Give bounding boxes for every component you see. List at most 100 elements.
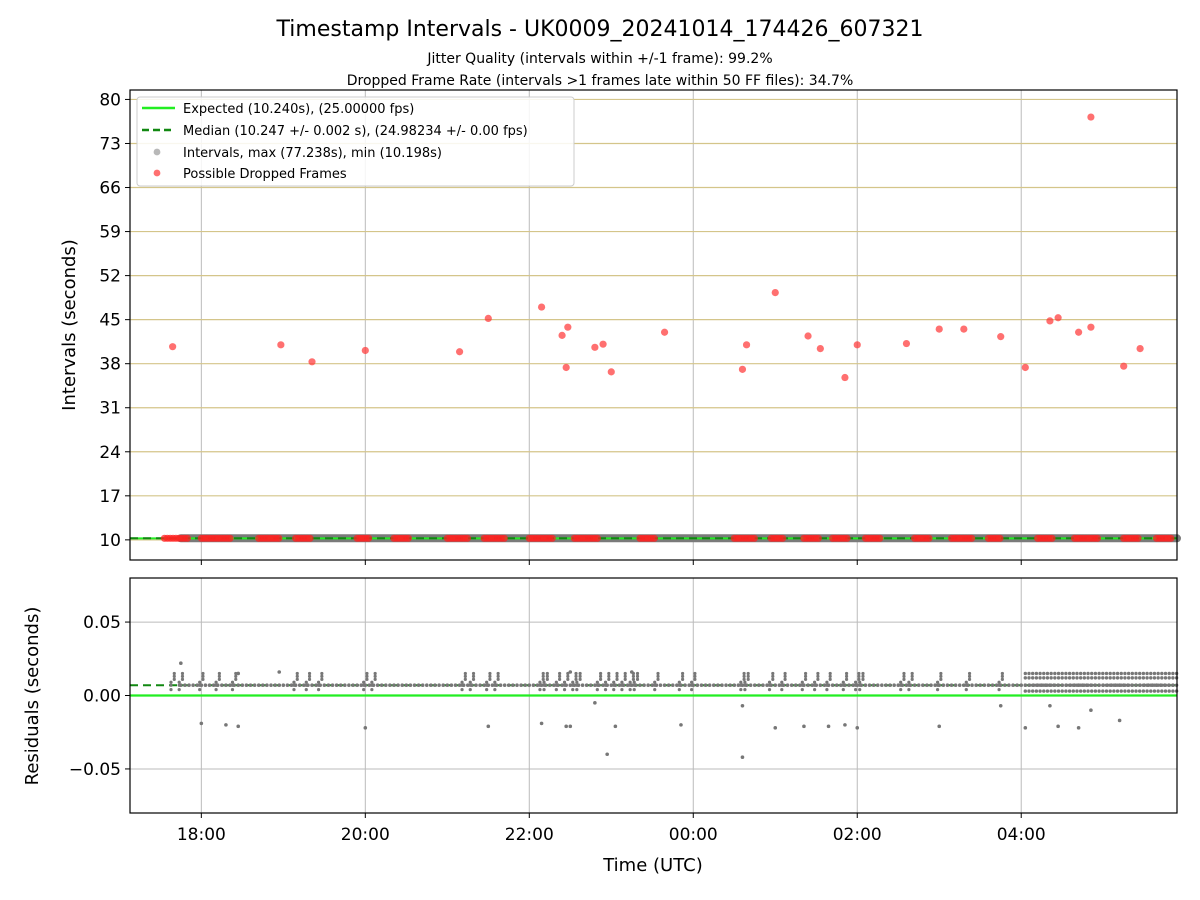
residual-point: [1078, 676, 1083, 680]
residual-point: [1108, 683, 1112, 687]
residual-point: [1056, 676, 1061, 680]
residual-point: [743, 688, 747, 692]
residual-point: [172, 674, 176, 679]
dropped-frame-point: [537, 303, 546, 311]
residual-point: [538, 688, 542, 692]
residual-point: [1034, 683, 1039, 687]
residual-point: [813, 683, 817, 687]
residual-point: [1141, 676, 1146, 680]
residual-point: [699, 683, 704, 688]
residual-point: [912, 683, 917, 688]
residual-point: [994, 683, 999, 688]
residual-point: [574, 671, 578, 676]
chart-subtitle-jitter: Jitter Quality (intervals within +/-1 fr…: [426, 51, 772, 67]
residual-point: [400, 683, 405, 688]
residual-point: [502, 683, 507, 688]
residual-point: [681, 674, 685, 679]
residual-point: [1167, 683, 1171, 687]
residual-point: [933, 683, 937, 688]
residual-point: [841, 683, 845, 687]
dropped-frame-point: [814, 534, 822, 542]
residual-point: [538, 683, 542, 687]
residual-point: [1163, 683, 1168, 687]
residual-point: [1056, 683, 1061, 687]
residual-point: [687, 683, 691, 688]
residual-point: [1086, 689, 1090, 693]
residual-point: [373, 674, 377, 679]
residual-point: [201, 677, 205, 681]
residual-point: [1060, 671, 1064, 676]
residual-point: [1027, 683, 1031, 687]
residual-point: [857, 671, 861, 676]
residual-point: [1101, 683, 1105, 687]
residual-point: [800, 680, 804, 684]
residual-point: [180, 671, 185, 676]
residual-point: [575, 680, 579, 684]
residual-point: [468, 683, 472, 687]
residual-point: [214, 683, 218, 687]
residual-point: [307, 671, 312, 676]
residual-point: [575, 688, 579, 692]
residual-point: [297, 683, 302, 688]
residual-outlier-point: [773, 726, 778, 730]
residual-point: [1163, 671, 1168, 676]
residual-point: [1145, 676, 1149, 680]
residual-point: [935, 683, 940, 687]
residual-point: [201, 674, 205, 679]
residual-point: [365, 674, 369, 679]
residual-point: [612, 688, 616, 692]
residual-point: [228, 683, 232, 688]
residual-point: [990, 683, 995, 688]
residual-point: [813, 680, 817, 684]
residual-point: [468, 688, 472, 692]
residual-point: [292, 680, 296, 684]
residual-point: [964, 680, 968, 684]
residual-point: [653, 688, 657, 692]
residual-point: [871, 683, 876, 688]
residual-point: [945, 683, 950, 688]
legend: Expected (10.240s), (25.00000 fps) Media…: [136, 96, 575, 187]
residual-point: [1086, 676, 1090, 680]
residual-point: [810, 683, 814, 688]
residual-point: [177, 680, 181, 684]
residual-point: [962, 683, 966, 688]
residual-point: [904, 683, 909, 688]
residual-point: [724, 683, 728, 688]
residual-point: [1145, 671, 1149, 676]
residual-point: [1049, 689, 1053, 693]
residual-point: [277, 683, 282, 688]
residual-point: [574, 677, 578, 681]
residual-point: [471, 671, 476, 676]
residual-outlier-point: [179, 661, 183, 665]
residual-point: [1171, 671, 1175, 676]
residual-point: [281, 683, 286, 688]
residual-point: [1034, 671, 1039, 676]
residual-point: [203, 683, 208, 688]
residual-point: [771, 671, 775, 676]
residual-point: [825, 683, 829, 687]
residual-point: [1119, 671, 1123, 676]
residual-point: [1045, 671, 1050, 676]
residual-point: [488, 677, 492, 681]
residual-point: [1134, 683, 1138, 687]
residual-point: [234, 671, 238, 676]
residual-point: [1145, 689, 1149, 693]
bottom-xtick-label: 18:00: [177, 825, 226, 845]
residual-point: [302, 683, 306, 688]
residual-point: [941, 683, 946, 688]
residual-point: [816, 674, 820, 679]
residual-point: [1160, 671, 1164, 676]
residual-point: [326, 683, 331, 688]
residual-point: [939, 674, 943, 679]
residual-point: [683, 683, 687, 688]
residual-point: [854, 688, 858, 692]
residual-point: [1053, 671, 1057, 676]
top-ytick-label: 31: [99, 399, 121, 419]
dropped-frame-point: [169, 343, 177, 351]
residual-point: [595, 680, 599, 684]
residual-outlier-point: [236, 671, 241, 676]
residual-point: [899, 683, 903, 687]
residual-point: [554, 688, 558, 692]
residual-point: [1108, 676, 1112, 680]
